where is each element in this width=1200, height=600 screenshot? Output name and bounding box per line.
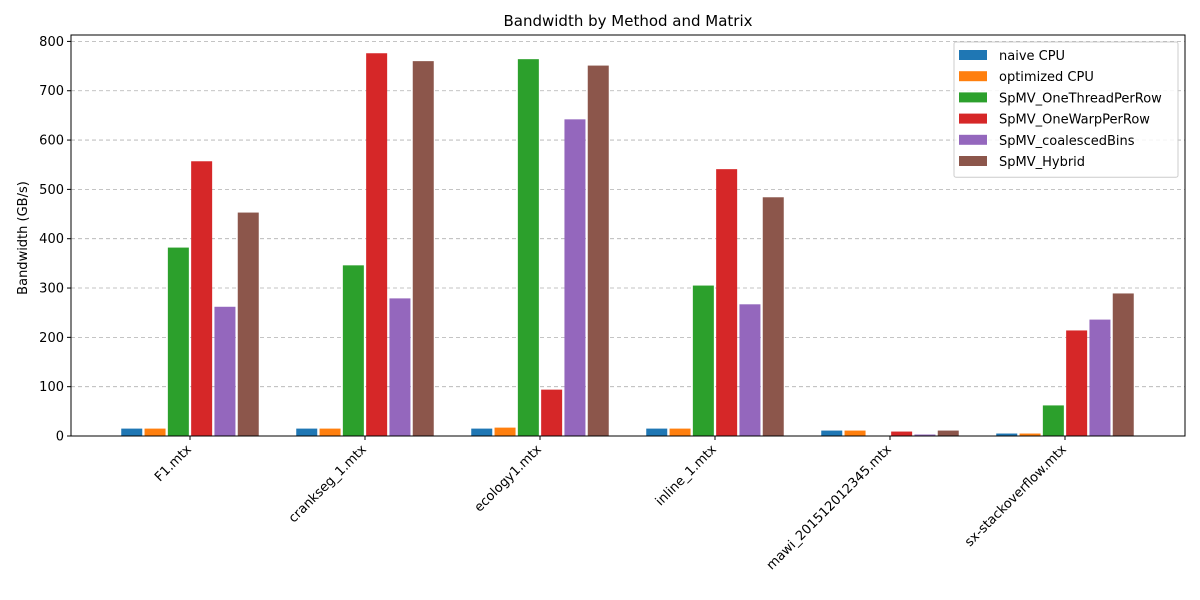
bar-spmv-coalescedbins bbox=[1089, 319, 1111, 436]
bar-spmv-hybrid bbox=[937, 430, 959, 436]
bar-spmv-coalescedbins bbox=[564, 119, 586, 436]
y-tick-label: 200 bbox=[39, 331, 64, 346]
bar-spmv-hybrid bbox=[412, 61, 434, 437]
legend-swatch bbox=[959, 50, 987, 60]
bar-naive-cpu bbox=[996, 433, 1018, 436]
y-tick-label: 500 bbox=[39, 183, 64, 198]
x-tick-label: ecology1.mtx bbox=[472, 442, 545, 515]
bar-naive-cpu bbox=[471, 428, 493, 436]
bar-spmv-onethreadperrow bbox=[692, 285, 714, 436]
legend-swatch bbox=[959, 92, 987, 103]
bar-naive-cpu bbox=[821, 430, 843, 436]
bar-spmv-coalescedbins bbox=[914, 434, 936, 436]
bar-spmv-onewarpperrow bbox=[366, 53, 388, 436]
legend: naive CPU optimized CPU SpMV_OneThreadPerR… bbox=[953, 41, 1179, 178]
x-tick-label: crankseg_1.mtx bbox=[286, 442, 370, 526]
bar-spmv-onethreadperrow bbox=[342, 265, 364, 436]
y-axis-title: Bandwidth (GB/s) bbox=[16, 181, 31, 295]
y-tick-label: 0 bbox=[56, 430, 64, 445]
bar-naive-cpu bbox=[296, 428, 318, 436]
bar-spmv-onewarpperrow bbox=[1066, 330, 1088, 436]
legend-swatch bbox=[959, 113, 987, 124]
bar-spmv-onethreadperrow bbox=[517, 59, 539, 436]
y-tick-label: 400 bbox=[39, 232, 64, 247]
bar-optimized-cpu bbox=[494, 427, 516, 436]
legend-swatch bbox=[959, 156, 987, 166]
x-axis-ticks: F1.mtx crankseg_1.mtx ecology1.mtx inline_1… bbox=[152, 436, 1070, 573]
legend-label: SpMV_coalescedBins bbox=[999, 134, 1135, 149]
bar-spmv-hybrid bbox=[1112, 293, 1134, 436]
x-tick-label: F1.mtx bbox=[152, 442, 195, 485]
bar-optimized-cpu bbox=[844, 430, 866, 436]
bar-spmv-coalescedbins bbox=[739, 304, 761, 436]
legend-swatch bbox=[959, 71, 987, 82]
legend-swatch bbox=[959, 134, 987, 145]
legend-label: SpMV_OneThreadPerRow bbox=[999, 91, 1162, 106]
bar-naive-cpu bbox=[121, 428, 143, 436]
legend-box bbox=[953, 41, 1179, 178]
x-tick-label: mawi_201512012345.mtx bbox=[764, 442, 895, 573]
bar-optimized-cpu bbox=[669, 428, 691, 436]
bar-spmv-coalescedbins bbox=[214, 306, 236, 436]
y-tick-label: 600 bbox=[39, 134, 64, 149]
bar-spmv-onewarpperrow bbox=[891, 431, 913, 436]
bar-optimized-cpu bbox=[1019, 433, 1041, 436]
bar-naive-cpu bbox=[646, 428, 668, 436]
plot-frame bbox=[70, 34, 1186, 437]
y-tick-label: 700 bbox=[39, 84, 64, 99]
chart-title: Bandwidth by Method and Matrix bbox=[503, 12, 752, 30]
legend-label: SpMV_Hybrid bbox=[999, 155, 1085, 170]
bar-spmv-onethreadperrow bbox=[1042, 405, 1064, 436]
x-tick-label: inline_1.mtx bbox=[653, 442, 720, 509]
axes bbox=[70, 34, 1186, 437]
x-tick-label: sx-stackoverflow.mtx bbox=[962, 442, 1070, 550]
bar-spmv-hybrid bbox=[237, 212, 259, 436]
bar-spmv-coalescedbins bbox=[389, 298, 411, 436]
legend-label: SpMV_OneWarpPerRow bbox=[999, 113, 1150, 128]
bar-spmv-hybrid bbox=[762, 197, 784, 436]
bars bbox=[121, 53, 1134, 437]
bar-optimized-cpu bbox=[319, 428, 341, 436]
y-tick-label: 800 bbox=[39, 35, 64, 50]
bar-spmv-onewarpperrow bbox=[716, 169, 738, 436]
y-tick-label: 300 bbox=[39, 282, 64, 297]
y-tick-label: 100 bbox=[39, 380, 64, 395]
bar-spmv-hybrid bbox=[587, 65, 609, 436]
bar-spmv-onethreadperrow bbox=[167, 247, 189, 436]
y-axis-ticks: 0 100 200 300 400 500 600 700 800 bbox=[39, 35, 71, 445]
legend-label: naive CPU bbox=[999, 49, 1065, 64]
bar-spmv-onewarpperrow bbox=[541, 389, 563, 436]
bar-spmv-onewarpperrow bbox=[191, 161, 213, 437]
bar-optimized-cpu bbox=[144, 428, 166, 436]
legend-label: optimized CPU bbox=[999, 70, 1094, 85]
